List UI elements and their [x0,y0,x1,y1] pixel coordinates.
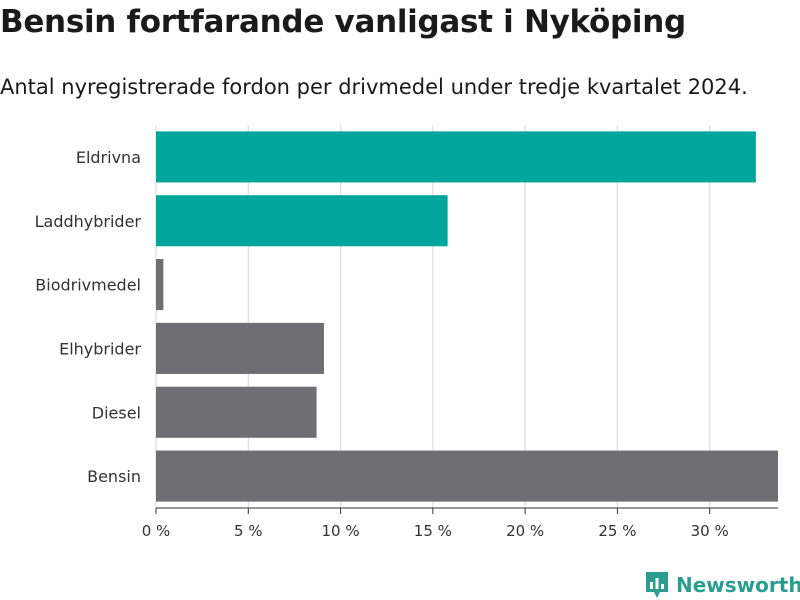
brand-logo: Newsworthy [644,570,800,600]
bar-bensin [156,450,778,502]
category-label: Laddhybrider [35,212,142,231]
category-label: Biodrivmedel [35,276,141,295]
x-tick-label: 10 % [322,522,360,540]
bar-eldrivna [156,131,756,183]
bar-biodrivmedel [156,259,164,311]
x-tick-label: 30 % [691,522,729,540]
x-tick-label: 0 % [142,522,171,540]
chart-subtitle: Antal nyregistrerade fordon per drivmede… [0,75,748,99]
bar-laddhybrider [156,195,448,247]
bars [156,131,778,502]
category-label: Elhybrider [59,339,141,358]
chart-title: Bensin fortfarande vanligast i Nyköping [0,4,686,40]
bar-diesel [156,386,317,438]
category-label: Diesel [92,403,141,422]
category-labels: Eldrivna Laddhybrider Biodrivmedel Elhybrid… [35,148,142,486]
x-tick-label: 25 % [598,522,636,540]
bar-chart: Eldrivna Laddhybrider Biodrivmedel Elhybrid… [35,125,778,540]
category-label: Eldrivna [76,148,141,167]
x-tick-label: 20 % [506,522,544,540]
grid-lines [155,125,711,508]
brand-name: Newsworthy [676,573,800,597]
newsworthy-logo-icon [646,572,668,598]
category-label: Bensin [87,467,141,486]
bar-elhybrider [156,322,324,374]
x-axis: 0 % 5 % 10 % 15 % 20 % 25 % 30 % [142,507,778,540]
x-tick-label: 5 % [234,522,263,540]
x-tick-label: 15 % [414,522,452,540]
